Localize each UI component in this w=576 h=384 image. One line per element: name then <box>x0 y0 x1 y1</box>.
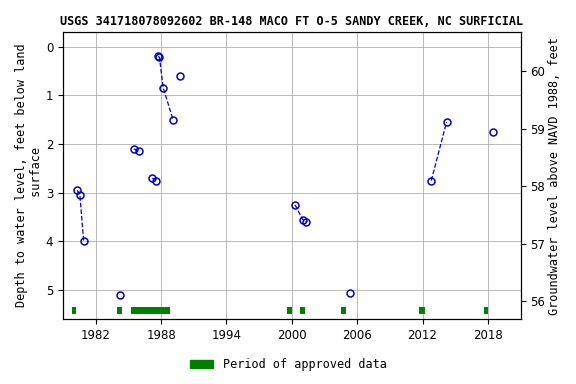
Title: USGS 341718078092602 BR-148 MACO FT O-5 SANDY CREEK, NC SURFICIAL: USGS 341718078092602 BR-148 MACO FT O-5 … <box>60 15 524 28</box>
Bar <box>341 308 346 314</box>
Bar <box>300 308 305 314</box>
Bar <box>419 308 425 314</box>
Bar <box>118 308 122 314</box>
Y-axis label: Depth to water level, feet below land
 surface: Depth to water level, feet below land su… <box>15 44 43 308</box>
Bar <box>72 308 75 314</box>
Legend: Period of approved data: Period of approved data <box>185 354 391 376</box>
Y-axis label: Groundwater level above NAVD 1988, feet: Groundwater level above NAVD 1988, feet <box>548 37 561 314</box>
Bar <box>484 308 488 314</box>
Bar <box>287 308 293 314</box>
Bar <box>131 308 170 314</box>
